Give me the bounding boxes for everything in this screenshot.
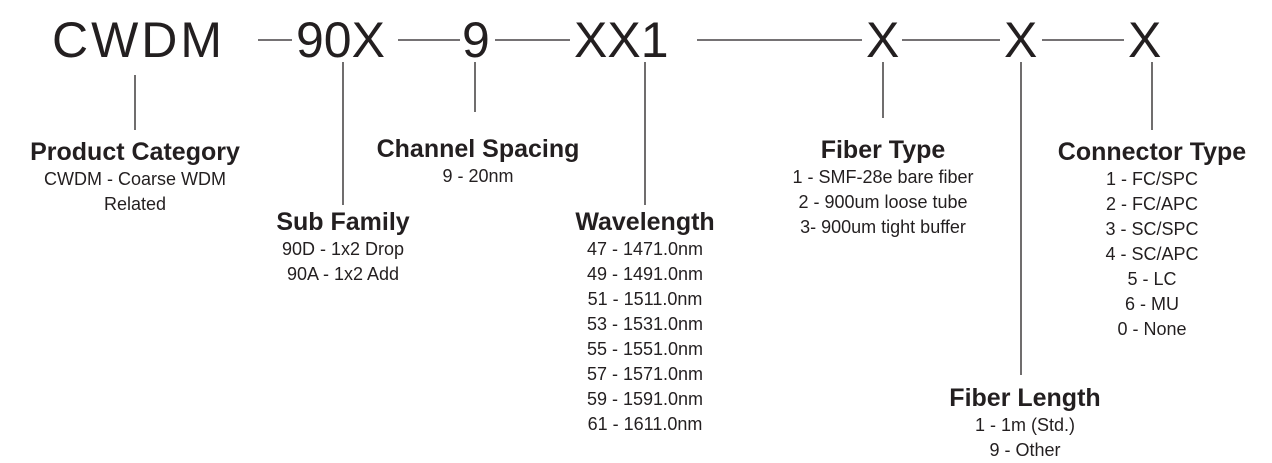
code-connector-type: X: [1128, 12, 1162, 68]
option-item: 51 - 1511.0nm: [587, 289, 703, 309]
option-item: 59 - 1591.0nm: [586, 389, 704, 409]
code-sub-family: 90X: [296, 12, 385, 68]
option-item: 90D - 1x2 Drop: [281, 239, 405, 259]
wavelength-block: Wavelength 47 - 1471.0nm 49 - 1491.0nm 5…: [555, 207, 735, 437]
fiber-length-options: 1 - 1m (Std.) 9 - Other: [935, 413, 1115, 463]
code-channel-spacing: 9: [462, 12, 490, 68]
product-category-title: Product Category: [30, 138, 240, 166]
option-item: 2 - FC/APC: [1105, 194, 1198, 214]
option-item: 6 - MU: [1125, 294, 1179, 314]
option-item: 49 - 1491.0nm: [586, 264, 704, 284]
option-item: 5 - LC: [1127, 269, 1177, 289]
option-item: 57 - 1571.0nm: [586, 364, 704, 384]
product-category-line: Related: [103, 194, 167, 214]
option-item: 53 - 1531.0nm: [586, 314, 704, 334]
fiber-length-title: Fiber Length: [949, 384, 1101, 412]
product-category-block: Product Category CWDM - Coarse WDM Relat…: [5, 137, 265, 217]
sub-family-options: 90D - 1x2 Drop 90A - 1x2 Add: [243, 237, 443, 287]
code-prefix: CWDM: [52, 12, 226, 68]
option-item: 1 - 1m (Std.): [974, 415, 1076, 435]
channel-spacing-title: Channel Spacing: [376, 135, 580, 163]
channel-spacing-options: 9 - 20nm: [353, 164, 603, 189]
fiber-type-options: 1 - SMF-28e bare fiber 2 - 900um loose t…: [758, 165, 1008, 240]
code-wavelength: XX1: [574, 12, 669, 68]
code-fiber-type: X: [866, 12, 900, 68]
sub-family-block: Sub Family 90D - 1x2 Drop 90A - 1x2 Add: [243, 207, 443, 287]
option-item: 3 - SC/SPC: [1105, 219, 1199, 239]
option-item: 55 - 1551.0nm: [586, 339, 704, 359]
option-item: 4 - SC/APC: [1105, 244, 1199, 264]
wavelength-options: 47 - 1471.0nm 49 - 1491.0nm 51 - 1511.0n…: [555, 237, 735, 437]
option-item: 2 - 900um loose tube: [798, 192, 968, 212]
option-item: 3- 900um tight buffer: [800, 217, 966, 237]
option-item: 9 - Other: [989, 440, 1061, 460]
connector-type-title: Connector Type: [1057, 138, 1247, 166]
connector-type-options: 1 - FC/SPC 2 - FC/APC 3 - SC/SPC 4 - SC/…: [1038, 167, 1266, 342]
option-item: 47 - 1471.0nm: [586, 239, 704, 259]
code-fiber-length: X: [1004, 12, 1038, 68]
option-item: 1 - SMF-28e bare fiber: [792, 167, 974, 187]
fiber-type-block: Fiber Type 1 - SMF-28e bare fiber 2 - 90…: [758, 135, 1008, 240]
connector-type-block: Connector Type 1 - FC/SPC 2 - FC/APC 3 -…: [1038, 137, 1266, 342]
option-item: 61 - 1611.0nm: [587, 414, 703, 434]
option-item: 1 - FC/SPC: [1105, 169, 1198, 189]
channel-spacing-block: Channel Spacing 9 - 20nm: [353, 134, 603, 189]
fiber-length-block: Fiber Length 1 - 1m (Std.) 9 - Other: [935, 383, 1115, 463]
option-item: 0 - None: [1117, 319, 1187, 339]
fiber-type-title: Fiber Type: [820, 136, 946, 164]
option-item: 9 - 20nm: [442, 166, 514, 186]
wavelength-title: Wavelength: [575, 208, 715, 236]
product-category-line: CWDM - Coarse WDM: [44, 169, 226, 189]
sub-family-title: Sub Family: [276, 208, 410, 236]
option-item: 90A - 1x2 Add: [286, 264, 400, 284]
